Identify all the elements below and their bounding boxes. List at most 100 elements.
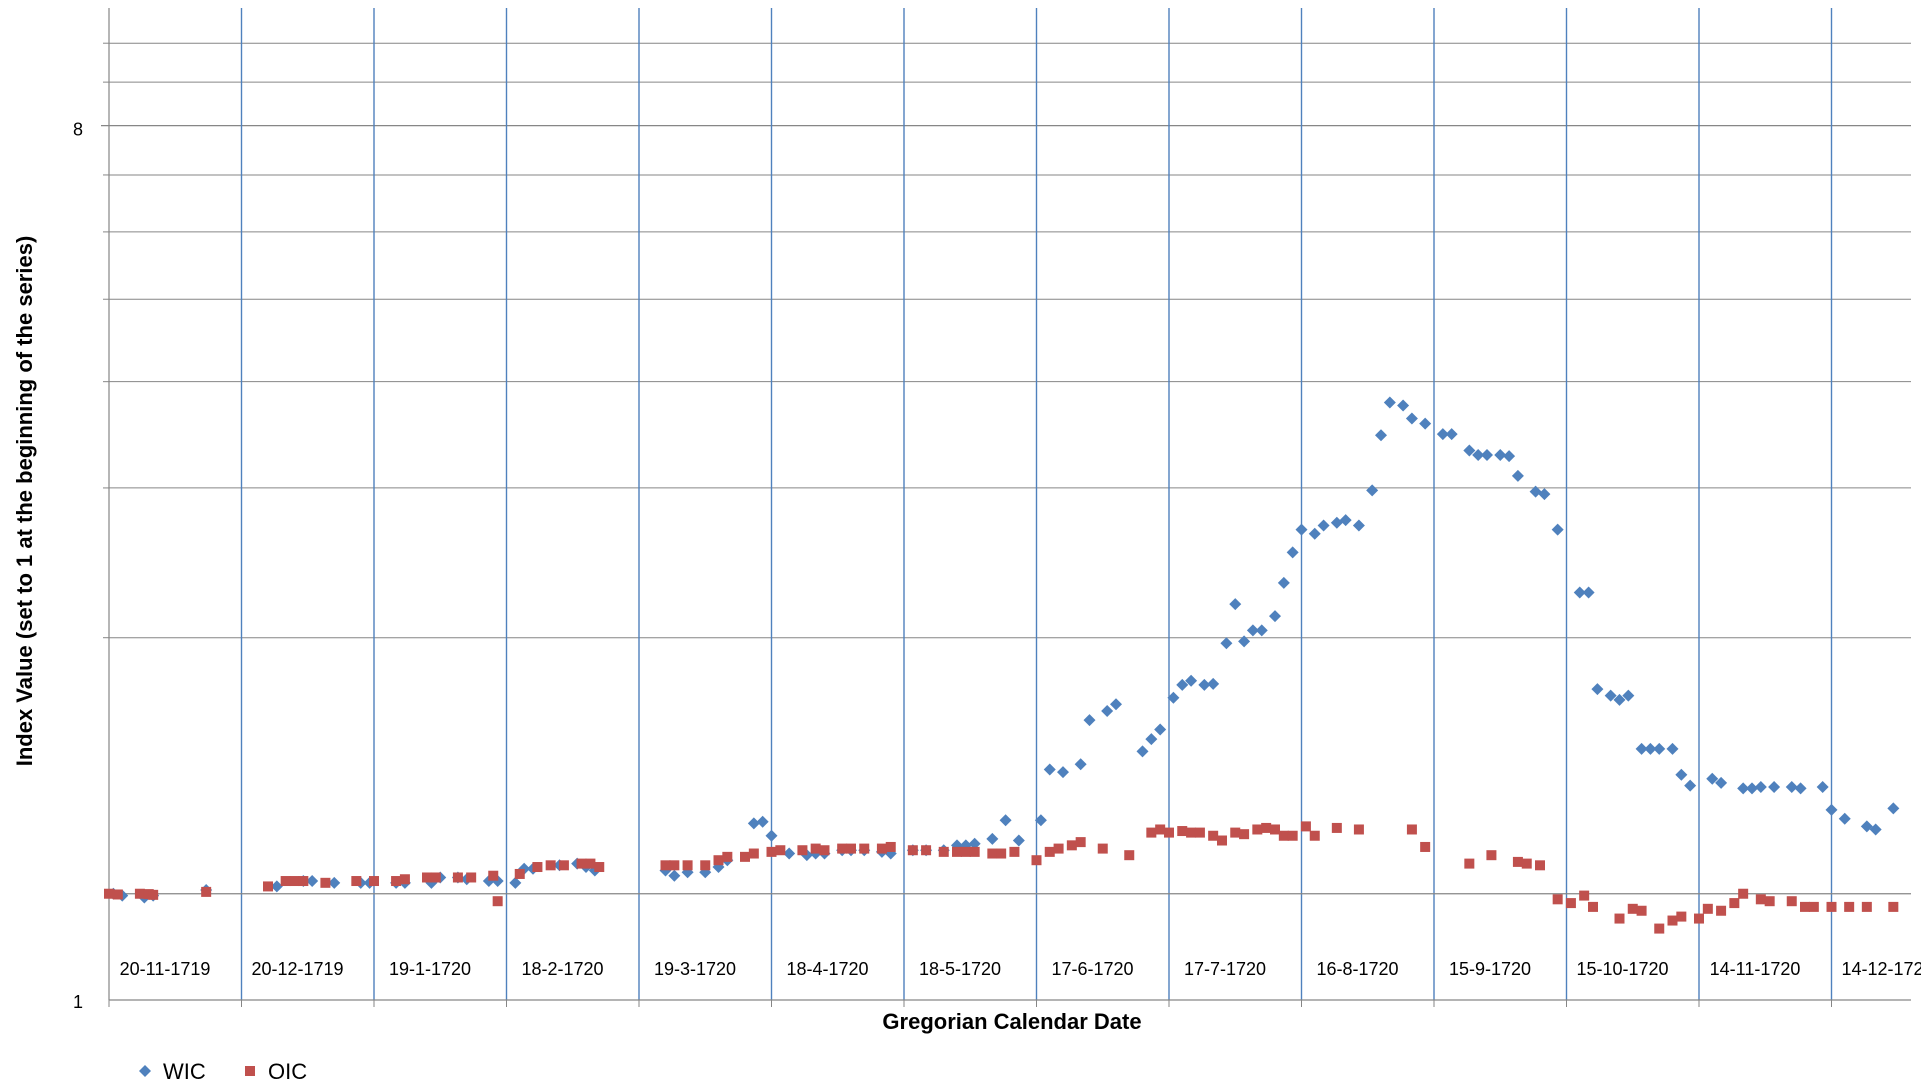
wic-point [1604, 689, 1617, 702]
oic-point [819, 845, 830, 856]
oic-point [876, 843, 887, 854]
oic-point [1155, 824, 1166, 835]
wic-point [1375, 429, 1387, 442]
oic-point [1826, 901, 1837, 912]
oic-point [1075, 837, 1086, 848]
wic-point [1277, 576, 1290, 589]
oic-point [1627, 903, 1638, 914]
wic-point [747, 817, 760, 830]
wic-point [1785, 781, 1798, 794]
oic-point [682, 860, 693, 871]
wic-point [1529, 485, 1542, 498]
wic-point [1295, 523, 1308, 536]
oic-point [1031, 855, 1042, 866]
oic-point [1521, 858, 1532, 869]
oic-point [837, 843, 848, 854]
wic-point [756, 815, 769, 828]
wic-point [1419, 417, 1432, 430]
oic-point [1716, 905, 1727, 916]
wic-point [1684, 779, 1697, 792]
oic-point [1861, 901, 1872, 912]
oic-point [1066, 840, 1077, 851]
oic-point [1786, 896, 1797, 907]
wic-point [1635, 742, 1648, 755]
oic-point [532, 862, 543, 873]
oic-point [1053, 843, 1064, 854]
oic-point [351, 876, 362, 887]
oic-point [810, 843, 821, 854]
oic-point [700, 860, 711, 871]
oic-point [452, 872, 463, 883]
oic-point [320, 877, 331, 888]
x-axis-title: Gregorian Calendar Date [882, 1009, 1141, 1034]
wic-point [306, 875, 319, 888]
oic-point [1552, 894, 1563, 905]
wic-point [1397, 399, 1410, 412]
wic-point [1675, 768, 1688, 781]
oic-point [987, 848, 998, 859]
wic-point [1622, 689, 1635, 702]
wic-point [1083, 714, 1096, 727]
oic-point [1464, 858, 1475, 869]
oic-point [969, 846, 980, 857]
oic-point [1535, 860, 1545, 871]
oic-point [558, 860, 569, 871]
wic-point [1074, 758, 1087, 771]
wic-point [1551, 523, 1564, 536]
oic-point [1217, 835, 1227, 846]
oic-point [399, 874, 410, 885]
oic-point [859, 843, 870, 854]
oic-point [1194, 827, 1205, 838]
oic-point [766, 846, 777, 857]
oic-point [660, 860, 671, 871]
wic-point [1794, 782, 1807, 795]
oic-point [907, 845, 918, 856]
oic-point [938, 846, 949, 857]
oic-point [846, 843, 856, 854]
oic-point [1353, 824, 1364, 835]
oic-point [996, 848, 1007, 859]
wic-point [1286, 546, 1299, 559]
oic-point [722, 851, 733, 862]
wic-point [1198, 678, 1211, 691]
oic-point [1309, 830, 1320, 841]
oic-point [775, 845, 786, 856]
oic-point [1614, 913, 1625, 924]
wic-point [1869, 823, 1882, 836]
wic-point [1366, 484, 1379, 497]
oic-point [1888, 901, 1899, 912]
wic-point [1352, 519, 1365, 532]
oic-point [1676, 911, 1687, 922]
wic-point [986, 832, 999, 845]
oic-point [1164, 827, 1174, 838]
oic-point [1579, 890, 1590, 901]
oic-point [797, 845, 808, 856]
oic-point [713, 855, 724, 866]
x-tick-label: 14-12-1720 [1841, 959, 1921, 979]
oic-point [289, 876, 300, 887]
wic-point [1057, 766, 1069, 779]
tick-labels-layer: 20-11-1719 20-12-1719 19-1-1720 18-2-1720 19… [73, 120, 1921, 1012]
legend: WIC OIC [139, 1059, 307, 1084]
oic-point [1146, 827, 1157, 838]
oic-point [1764, 896, 1775, 907]
oic-point [1230, 827, 1241, 838]
wic-point [1220, 637, 1233, 650]
x-tick-label: 17-6-1720 [1051, 959, 1133, 979]
oic-point [1300, 821, 1311, 832]
wic-point [1825, 803, 1838, 816]
oic-point [466, 872, 477, 883]
wic-point [1012, 834, 1025, 847]
x-tick-label: 16-8-1720 [1316, 959, 1398, 979]
wic-point [1503, 450, 1516, 463]
wic-point [1185, 674, 1198, 687]
wic-point [509, 876, 522, 889]
wic-point [1706, 772, 1719, 785]
wic-point [1494, 448, 1507, 461]
wic-point [1269, 610, 1281, 623]
wic-point [1154, 723, 1167, 736]
wic-point [1317, 519, 1330, 532]
legend-label: WIC [163, 1059, 206, 1084]
oic-point [422, 872, 432, 883]
wic-point [1472, 448, 1485, 461]
